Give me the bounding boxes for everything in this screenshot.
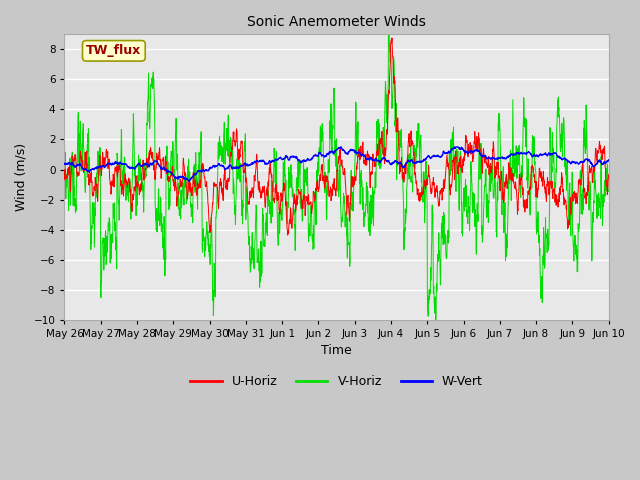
Y-axis label: Wind (m/s): Wind (m/s) <box>15 143 28 211</box>
Title: Sonic Anemometer Winds: Sonic Anemometer Winds <box>247 15 426 29</box>
Text: TW_flux: TW_flux <box>86 44 141 57</box>
Legend: U-Horiz, V-Horiz, W-Vert: U-Horiz, V-Horiz, W-Vert <box>186 371 488 394</box>
X-axis label: Time: Time <box>321 344 352 357</box>
